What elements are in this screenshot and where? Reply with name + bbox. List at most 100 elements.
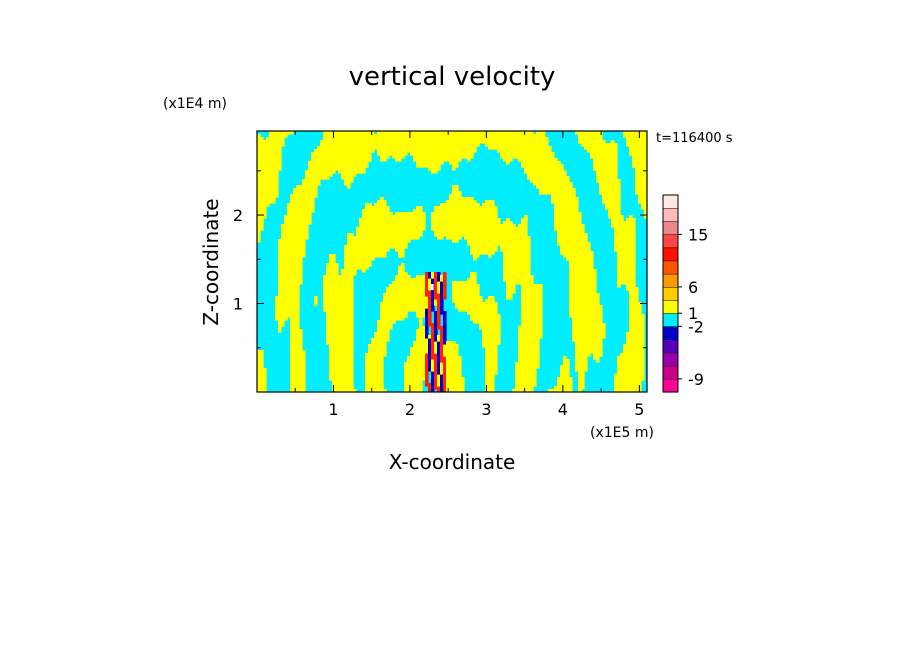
velocity-cell	[278, 239, 282, 333]
velocity-cell	[446, 131, 450, 162]
velocity-cell	[302, 350, 306, 392]
velocity-cell	[362, 209, 366, 273]
velocity-cell	[416, 206, 420, 240]
velocity-cell	[401, 212, 405, 258]
velocity-cell	[605, 143, 609, 210]
velocity-cell	[365, 203, 369, 270]
velocity-cell	[332, 131, 336, 174]
velocity-cell	[365, 131, 369, 168]
velocity-cell	[404, 272, 408, 318]
y-axis: 12	[233, 170, 647, 349]
velocity-cell	[302, 179, 306, 258]
velocity-cell	[614, 374, 618, 392]
colorbar-swatch	[662, 207, 679, 222]
velocity-cell	[290, 131, 294, 135]
velocity-cell	[416, 329, 420, 392]
velocity-cell	[347, 131, 351, 189]
velocity-cell	[545, 137, 549, 195]
velocity-cell	[437, 293, 441, 330]
velocity-cell	[350, 131, 354, 183]
velocity-cell	[431, 359, 435, 372]
velocity-cell	[563, 356, 567, 392]
x-tick-label: 2	[405, 400, 415, 419]
velocity-cell	[257, 134, 261, 243]
velocity-cell	[440, 131, 444, 165]
velocity-cell	[620, 215, 624, 285]
velocity-cell	[515, 362, 519, 392]
velocity-cell	[437, 206, 441, 240]
velocity-cell	[431, 131, 435, 174]
velocity-cell	[503, 131, 507, 162]
velocity-cell	[356, 227, 360, 270]
velocity-cell	[635, 287, 639, 392]
velocity-cell	[509, 221, 513, 300]
velocity-cell	[620, 353, 624, 392]
velocity-cell	[374, 332, 378, 392]
velocity-cell	[527, 131, 531, 180]
plot-area	[256, 130, 648, 393]
velocity-cell	[395, 131, 399, 162]
velocity-cell	[260, 350, 264, 392]
velocity-cell	[440, 275, 444, 282]
velocity-cell	[428, 278, 432, 291]
velocity-cell	[635, 131, 639, 195]
velocity-cell	[473, 200, 477, 261]
velocity-cell	[593, 269, 597, 360]
velocity-cell	[641, 314, 645, 381]
velocity-cell	[461, 131, 465, 159]
velocity-cell	[422, 131, 426, 168]
velocity-cell	[638, 131, 642, 204]
colorbar-swatch	[662, 194, 679, 209]
velocity-cell	[434, 272, 438, 300]
velocity-cell	[644, 131, 647, 219]
velocity-cell	[485, 299, 489, 392]
velocity-cell	[521, 218, 525, 392]
velocity-cell	[539, 284, 543, 339]
velocity-cell	[290, 194, 294, 392]
velocity-cell	[263, 140, 267, 219]
velocity-cell	[566, 359, 570, 392]
velocity-cell	[284, 215, 288, 321]
velocity-cell	[428, 338, 432, 372]
velocity-cell	[623, 221, 627, 285]
velocity-cell	[374, 203, 378, 258]
colorbar-swatch	[662, 326, 679, 341]
velocity-cell	[422, 275, 426, 318]
velocity-cell	[392, 131, 396, 159]
velocity-cell	[371, 206, 375, 261]
velocity-cell	[281, 224, 285, 327]
velocity-cell	[260, 137, 264, 231]
velocity-cell	[389, 212, 393, 249]
velocity-cell	[443, 203, 447, 237]
velocity-cell	[566, 176, 570, 261]
velocity-cell	[479, 296, 483, 330]
velocity-cell	[599, 305, 603, 357]
velocity-cell	[329, 254, 333, 381]
velocity-cell	[602, 140, 606, 204]
velocity-cell	[434, 353, 438, 390]
velocity-cell	[440, 374, 444, 392]
velocity-cell	[437, 374, 441, 387]
velocity-cell	[464, 131, 468, 159]
x-axis: 1 2 3 4 5	[294, 131, 644, 419]
velocity-cell	[461, 197, 465, 237]
velocity-cell	[521, 131, 525, 168]
velocity-cell	[578, 212, 582, 392]
velocity-cell	[377, 200, 381, 258]
x-tick-label: 1	[328, 400, 338, 419]
velocity-cell	[557, 377, 561, 392]
velocity-cell	[353, 236, 357, 276]
velocity-cell	[416, 131, 420, 168]
velocity-cell	[542, 131, 546, 195]
velocity-cell	[599, 131, 603, 195]
velocity-cell	[296, 185, 300, 392]
velocity-cell	[428, 272, 432, 279]
velocity-cell	[491, 296, 495, 392]
velocity-cell	[437, 131, 441, 171]
velocity-cell	[596, 131, 600, 183]
velocity-cell	[629, 131, 633, 156]
velocity-cell	[515, 131, 519, 159]
colorbar-swatch	[662, 378, 679, 393]
velocity-cell	[443, 311, 447, 345]
velocity-cell	[392, 281, 396, 324]
